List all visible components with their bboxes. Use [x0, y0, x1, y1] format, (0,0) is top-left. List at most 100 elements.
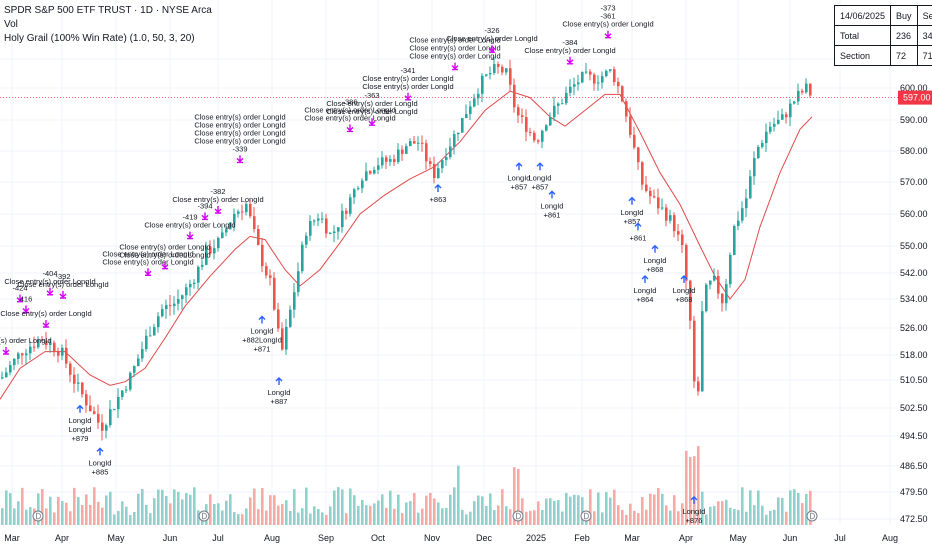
- entry-label: +876: [686, 516, 703, 525]
- candle-body: [101, 422, 104, 431]
- candle-body: [197, 266, 200, 283]
- candle-body: [309, 221, 312, 236]
- x-tick-label: May: [107, 533, 125, 543]
- candle-body: [441, 160, 444, 169]
- volume-bar: [249, 497, 252, 525]
- candle-body: [689, 280, 692, 321]
- candle-body: [13, 358, 16, 366]
- x-tick-label: May: [729, 533, 747, 543]
- volume-bar: [1, 508, 4, 525]
- volume-bar: [533, 510, 536, 525]
- volume-bar: [437, 502, 440, 525]
- y-tick-label: 534.00: [900, 294, 928, 304]
- exit-label: Close entry(s) order LongId: [102, 257, 193, 266]
- candle-body: [681, 234, 684, 245]
- x-tick-label: Mar: [624, 533, 640, 543]
- volume-bar: [633, 510, 636, 525]
- volume-bar: [265, 510, 268, 525]
- volume-bar: [549, 498, 552, 525]
- volume-bar: [65, 502, 68, 525]
- exit-signal: Close entry(s) order LongId: [0, 309, 92, 328]
- candle-body: [113, 409, 116, 411]
- candle-body: [433, 163, 436, 178]
- volume-bar: [513, 467, 516, 525]
- candle-body: [477, 93, 480, 99]
- volume-bar: [561, 511, 564, 525]
- y-tick-label: 510.50: [900, 375, 928, 385]
- candle-body: [721, 293, 724, 304]
- symbol-title[interactable]: SPDR S&P 500 ETF TRUST · 1D · NYSE Arca: [4, 5, 212, 16]
- volume-bar: [153, 498, 156, 525]
- exit-label: -361: [600, 12, 615, 21]
- candle-body: [493, 64, 496, 73]
- volume-bar: [53, 512, 56, 525]
- candle-body: [81, 382, 84, 395]
- candle-body: [533, 132, 536, 141]
- volume-bar: [29, 507, 32, 525]
- volume-bar: [545, 498, 548, 525]
- event-markers: [32, 510, 818, 522]
- volume-bar: [185, 493, 188, 525]
- candle-body: [221, 232, 224, 238]
- volume-bar: [753, 505, 756, 525]
- volume-bar: [745, 511, 748, 525]
- volume-bar: [609, 497, 612, 525]
- volume-bar: [141, 488, 144, 525]
- candle-body: [797, 90, 800, 102]
- candle-body: [629, 116, 632, 135]
- volume-bar: [125, 506, 128, 525]
- entry-label: LongId: [683, 507, 706, 516]
- entry-label: +882LongId: [242, 336, 282, 345]
- exit-label: Close entry(s) order LongId: [362, 82, 453, 91]
- volume-bar: [409, 501, 412, 525]
- candle-body: [201, 264, 204, 267]
- volume-bar: [357, 505, 360, 525]
- volume-bar: [629, 503, 632, 525]
- candle-body: [609, 69, 612, 71]
- indicator-label[interactable]: Holy Grail (100% Win Rate) (1.0, 50, 3, …: [4, 33, 195, 44]
- x-tick-label: Feb: [574, 533, 590, 543]
- candle-body: [437, 168, 440, 178]
- entry-arrow-icon: [641, 275, 649, 283]
- volume-bar: [697, 446, 700, 525]
- candle-body: [117, 396, 120, 410]
- volume-bar: [509, 509, 512, 525]
- candle-body: [605, 70, 608, 77]
- volume-bar: [161, 489, 164, 525]
- exit-arrow-icon: [16, 294, 24, 303]
- candle-body: [257, 228, 260, 245]
- candle-body: [73, 374, 76, 384]
- volume-bar: [73, 487, 76, 525]
- volume-bar: [441, 508, 444, 525]
- exit-arrow-icon: [144, 268, 152, 276]
- candle-body: [245, 203, 248, 213]
- volume-bar: [709, 506, 712, 525]
- volume-bar: [593, 511, 596, 525]
- candle-body: [489, 72, 492, 75]
- y-tick-label: 472.50: [900, 514, 928, 524]
- exit-label: Close entry(s) order LongId: [409, 52, 500, 61]
- entry-label: +871: [254, 345, 271, 354]
- entry-label: LongId: [268, 388, 291, 397]
- volume-bar: [97, 501, 100, 525]
- stats-table: 14/06/2025 Buy Sell Total 236 348 Sectio…: [833, 5, 932, 66]
- volume-bar: [9, 493, 12, 525]
- y-tick-label: 502.50: [900, 403, 928, 413]
- candle-body: [557, 103, 560, 106]
- volume-label[interactable]: Vol: [4, 19, 18, 30]
- entry-label: +864: [637, 295, 654, 304]
- volume-bar: [413, 492, 416, 525]
- entry-signal: LongId+885: [89, 447, 111, 476]
- exit-label: 416: [20, 295, 33, 304]
- volume-bar: [445, 508, 448, 525]
- volume-bar: [93, 487, 96, 525]
- candle-body: [413, 141, 416, 144]
- y-tick-label: 494.50: [900, 431, 928, 441]
- volume-bar: [61, 501, 64, 525]
- entry-signal: +861: [630, 222, 646, 242]
- candle-body: [381, 157, 384, 166]
- candle-body: [357, 188, 360, 190]
- volume-bar: [465, 514, 468, 525]
